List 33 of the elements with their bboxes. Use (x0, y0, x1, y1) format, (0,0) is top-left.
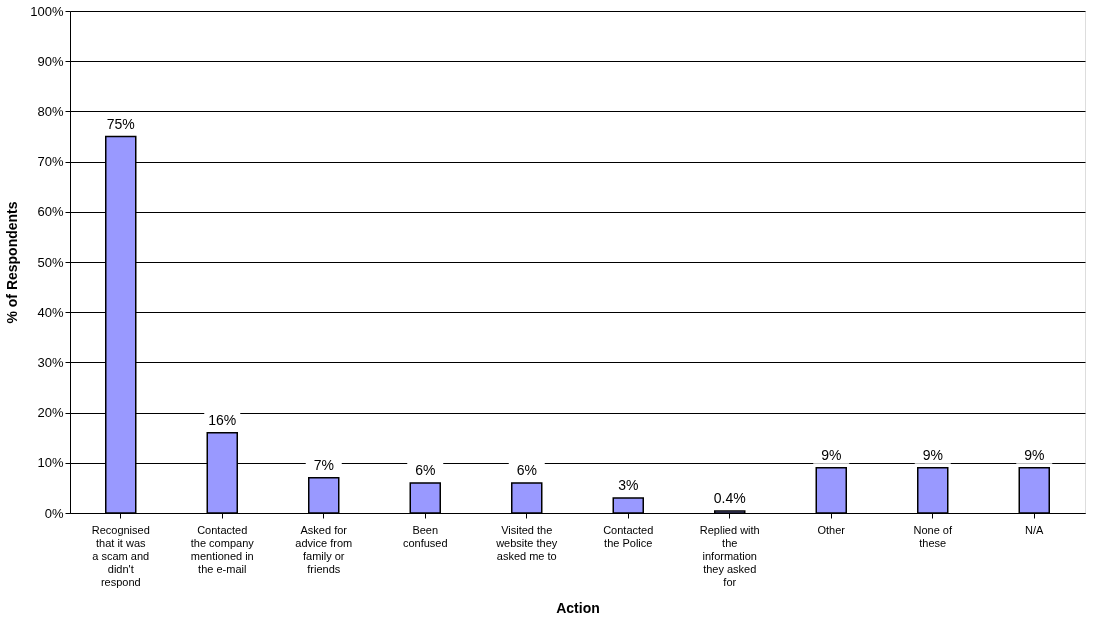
x-axis-title: Action (556, 599, 600, 616)
x-tick-label: Replied with the information they asked for (699, 523, 760, 588)
data-label: 7% (313, 456, 334, 473)
data-label: 9% (821, 446, 842, 463)
y-tick-label: 0% (44, 505, 64, 521)
data-label: 9% (1024, 446, 1045, 463)
x-tick-label: Recognised that it was a scam and didn't respond (91, 523, 150, 588)
data-label: 16% (208, 411, 237, 428)
x-tick-label: Contacted the company mentioned in the e-mail (190, 523, 255, 575)
data-label: 0.4% (713, 489, 746, 506)
y-tick-label: 50% (37, 254, 64, 270)
x-tick-label: Been confused (402, 523, 448, 549)
y-tick-label: 70% (37, 154, 64, 170)
data-label: 9% (922, 446, 943, 463)
y-tick-label: 10% (37, 455, 64, 471)
y-tick-label: 20% (37, 405, 64, 421)
y-tick-label: 80% (37, 103, 64, 119)
data-label: 3% (618, 476, 639, 493)
x-tick-label: Other (817, 523, 846, 536)
data-label: 75% (106, 115, 135, 132)
y-tick-label: 60% (37, 204, 64, 220)
y-tick-label: 90% (37, 53, 64, 69)
data-label: 6% (415, 461, 436, 478)
data-label: 6% (516, 461, 537, 478)
y-tick-label: 30% (37, 354, 64, 370)
x-tick-label: N/A (1025, 523, 1045, 536)
x-tick-label: None of these (913, 523, 953, 549)
y-tick-label: 40% (37, 304, 64, 320)
y-tick-label: 100% (30, 3, 64, 19)
x-tick-label: Asked for advice from family or friends (295, 523, 353, 575)
y-axis-title: % of Respondents (4, 201, 21, 324)
x-tick-label: Visited the website they asked me to (495, 523, 558, 562)
x-tick-label: Contacted the Police (603, 523, 654, 549)
